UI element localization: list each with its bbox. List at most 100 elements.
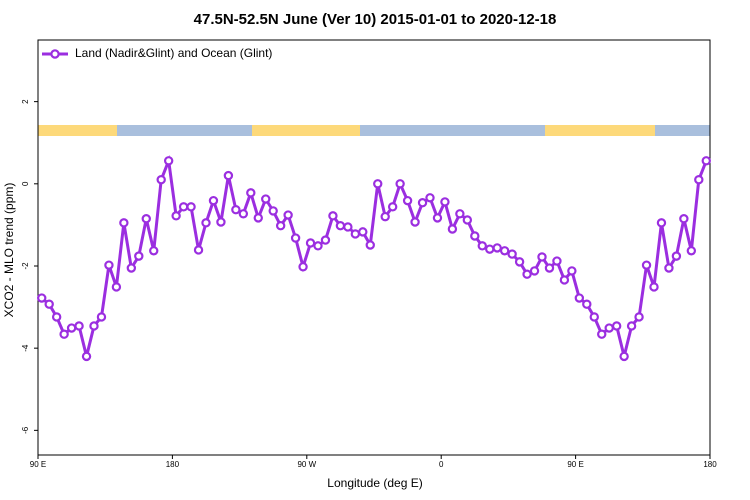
data-point (193, 245, 204, 255)
ocean-band (360, 125, 545, 136)
data-point (156, 175, 166, 185)
data-point (104, 260, 114, 270)
plot-frame (37, 39, 711, 456)
data-point (328, 211, 338, 221)
data-point (440, 197, 450, 207)
data-point (365, 240, 375, 250)
data-point (492, 243, 502, 253)
data-point (656, 218, 667, 228)
data-point (477, 241, 487, 251)
data-point (485, 244, 495, 254)
data-point (470, 231, 480, 241)
data-point (552, 256, 562, 266)
data-point (261, 194, 271, 204)
y-tick-label: -2 (21, 262, 30, 270)
y-tick-label: -6 (21, 426, 30, 434)
data-point (694, 175, 704, 185)
x-tick-label: 0 (439, 460, 444, 469)
data-point (89, 321, 99, 331)
data-point (664, 263, 674, 273)
data-point (597, 329, 607, 339)
data-point (507, 249, 517, 259)
data-point (119, 218, 129, 228)
data-point (223, 170, 234, 181)
data-point (634, 312, 644, 322)
data-point (171, 211, 181, 221)
data-point (37, 293, 47, 303)
data-point (701, 156, 711, 166)
x-tick-label: 90 E (567, 460, 583, 469)
data-point (231, 204, 241, 215)
x-tick-label: 90 E (30, 460, 46, 469)
data-point (305, 238, 316, 248)
data-point (529, 266, 540, 276)
data-point (410, 217, 420, 227)
data-point (134, 251, 144, 261)
data-point (358, 227, 368, 237)
data-point (395, 179, 405, 189)
data-point (283, 210, 293, 220)
data-point (253, 213, 263, 223)
data-point (74, 321, 84, 331)
data-point (66, 323, 77, 333)
data-point (343, 222, 353, 232)
y-axis-label: XCO2 - MLO trend (ppm) (2, 183, 16, 318)
data-point (238, 209, 249, 219)
data-point (149, 246, 159, 256)
data-point (44, 299, 54, 309)
data-point (432, 213, 443, 223)
data-point (499, 246, 510, 256)
data-point (59, 329, 69, 339)
ocean-band (655, 125, 710, 136)
data-point (141, 214, 151, 224)
data-point (298, 262, 308, 272)
data-point (208, 195, 219, 206)
data-point (582, 299, 592, 309)
data-point (402, 195, 413, 206)
y-tick-label: 0 (21, 181, 30, 186)
data-point (96, 312, 107, 322)
data-point (604, 323, 614, 333)
data-point (686, 246, 697, 256)
data-point (350, 229, 361, 239)
x-tick-label: 180 (166, 460, 180, 469)
data-point (275, 221, 286, 231)
data-point (619, 351, 629, 362)
y-tick-label: 2 (21, 99, 30, 104)
data-point (268, 206, 278, 216)
data-point (81, 351, 92, 362)
chart-title: 47.5N-52.5N June (Ver 10) 2015-01-01 to … (194, 11, 557, 28)
data-point (679, 214, 689, 224)
y-tick-label: -4 (21, 344, 30, 352)
data-point (178, 202, 189, 212)
data-point (387, 202, 398, 212)
data-point (626, 321, 637, 331)
data-point (641, 260, 652, 270)
data-point (313, 241, 323, 251)
data-point (126, 263, 137, 273)
data-point (246, 188, 256, 198)
data-point (373, 179, 383, 189)
legend-label: Land (Nadir&Glint) and Ocean (Glint) (75, 46, 272, 60)
data-point (455, 209, 465, 219)
data-point (514, 257, 525, 267)
data-point (611, 321, 622, 331)
x-tick-label: 90 W (297, 460, 316, 469)
data-point (290, 233, 301, 243)
data-point (417, 198, 428, 208)
data-point (425, 193, 435, 203)
data-point (537, 252, 547, 262)
data-point (447, 224, 458, 234)
data-point (111, 282, 122, 292)
data-point (216, 217, 226, 227)
ocean-band (117, 125, 252, 136)
data-point (163, 156, 174, 166)
data-point (320, 235, 331, 245)
data-point (589, 312, 599, 322)
data-point (567, 266, 577, 276)
data-point (544, 263, 555, 273)
data-point (186, 202, 196, 212)
x-tick-label: 180 (703, 460, 717, 469)
land-ocean-band (38, 125, 710, 136)
legend-marker (50, 49, 60, 59)
